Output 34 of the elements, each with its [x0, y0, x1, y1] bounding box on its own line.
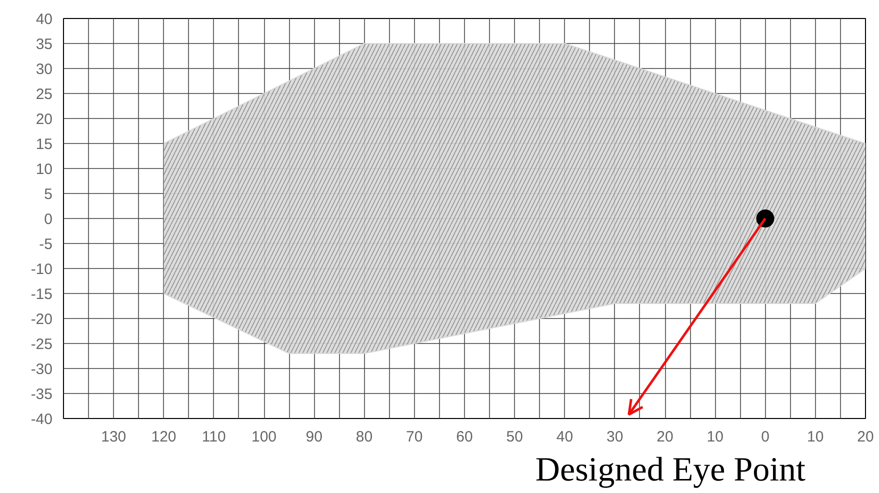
y-tick-label: -10 [30, 261, 53, 278]
y-tick-label: 40 [36, 11, 53, 28]
x-tick-label: 100 [251, 428, 277, 446]
y-tick-label: 0 [44, 211, 52, 228]
y-tick-label: 30 [36, 61, 53, 78]
x-tick-label: 70 [406, 428, 423, 446]
x-tick-label: 130 [101, 428, 126, 446]
annotation: Designed Eye Point [535, 452, 806, 488]
y-tick-label: 35 [36, 36, 53, 53]
x-tick-label: 0 [761, 428, 770, 446]
x-tick-label: 20 [656, 428, 674, 446]
y-tick-label: 5 [44, 186, 52, 203]
y-tick-label: 15 [36, 136, 53, 153]
x-tick-label: 20 [857, 428, 874, 446]
y-tick-label: -25 [30, 336, 53, 353]
x-tick-label: 40 [556, 428, 574, 446]
y-tick-label: 25 [36, 86, 53, 103]
x-tick-label: 80 [356, 428, 373, 446]
y-tick-label: -5 [39, 236, 53, 253]
y-tick-label: 20 [36, 111, 53, 128]
x-tick-label: 120 [151, 428, 176, 446]
x-tick-label: 10 [706, 428, 724, 446]
y-tick-label: 10 [36, 161, 53, 178]
x-tick-label: 10 [807, 428, 824, 446]
x-tick-label: 50 [506, 428, 523, 446]
y-tick-label: -20 [30, 311, 53, 328]
y-tick-label: -35 [30, 386, 53, 403]
y-tick-label: -30 [30, 361, 53, 378]
x-tick-label: 60 [456, 428, 473, 446]
y-tick-label: -15 [30, 286, 53, 303]
x-tick-label: 110 [202, 428, 226, 446]
y-tick-label: -40 [30, 411, 53, 428]
x-tick-label: 30 [606, 428, 624, 446]
x-tick-label: 90 [306, 428, 322, 446]
